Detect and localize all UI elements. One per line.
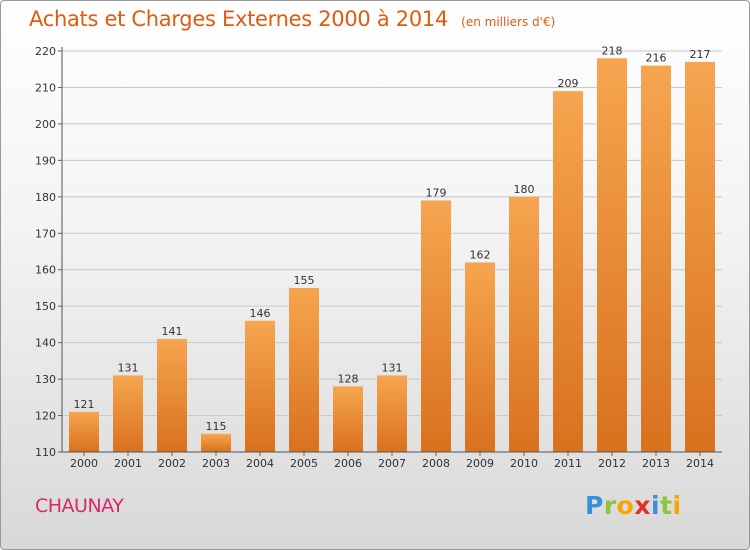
x-tick-label: 2009 [466, 457, 494, 470]
bar [685, 61, 715, 452]
label-layer: 121 131 141 115 146 155 128 131 179 162 180 209 218 2… [74, 44, 711, 432]
x-tick-label: 2002 [158, 457, 186, 470]
x-tick-label: 2013 [642, 457, 670, 470]
value-label: 217 [690, 48, 711, 61]
value-label: 180 [514, 183, 535, 196]
x-tick-label: 2004 [246, 457, 274, 470]
x-tick-label: 2006 [334, 457, 362, 470]
location-name: CHAUNAY [35, 495, 124, 517]
logo-letter: o [616, 491, 635, 520]
axis-layer: 110 120 130 140 150 160 170 180 190 200 210 220 2000… [35, 45, 722, 470]
chart-title: Achats et Charges Externes 2000 à 2014 [29, 7, 449, 31]
x-tick-label: 2012 [598, 457, 626, 470]
bar [245, 320, 275, 452]
y-tick-label: 170 [35, 227, 56, 240]
x-tick-label: 2003 [202, 457, 230, 470]
y-tick-label: 110 [35, 446, 56, 459]
bar [597, 58, 627, 453]
value-label: 216 [646, 52, 667, 65]
bar [641, 65, 671, 452]
bar [113, 375, 143, 452]
x-tick-label: 2010 [510, 457, 538, 470]
value-label: 179 [426, 186, 447, 199]
x-tick-label: 2000 [70, 457, 98, 470]
y-tick-label: 190 [35, 154, 56, 167]
bar [69, 411, 99, 452]
value-label: 115 [206, 420, 227, 433]
y-tick-label: 180 [35, 191, 56, 204]
value-label: 141 [162, 325, 183, 338]
x-tick-label: 2001 [114, 457, 142, 470]
x-tick-label: 2011 [554, 457, 582, 470]
value-label: 218 [602, 44, 623, 57]
bar [553, 91, 583, 452]
logo-letter: x [634, 491, 651, 520]
y-tick-label: 150 [35, 300, 56, 313]
value-label: 131 [118, 361, 139, 374]
bar [465, 262, 495, 452]
bar [377, 375, 407, 452]
y-tick-label: 160 [35, 264, 56, 277]
proxiti-logo: Proxiti [585, 491, 682, 520]
y-tick-label: 210 [35, 81, 56, 94]
bar [157, 338, 187, 452]
value-label: 146 [250, 307, 271, 320]
x-tick-label: 2007 [378, 457, 406, 470]
logo-letter: i [651, 491, 661, 520]
bar [509, 196, 539, 452]
value-label: 128 [338, 372, 359, 385]
bar-layer [69, 58, 715, 453]
y-tick-label: 220 [35, 45, 56, 58]
logo-letter: i [672, 491, 682, 520]
value-label: 155 [294, 274, 315, 287]
logo-letter: t [660, 491, 673, 520]
bar [333, 386, 363, 452]
y-tick-label: 140 [35, 337, 56, 350]
x-tick-label: 2005 [290, 457, 318, 470]
bar [289, 287, 319, 452]
y-tick-label: 120 [35, 410, 56, 423]
y-tick-label: 200 [35, 118, 56, 131]
value-label: 209 [558, 77, 579, 90]
x-tick-label: 2008 [422, 457, 450, 470]
value-label: 162 [470, 248, 491, 261]
x-tick-label: 2014 [686, 457, 714, 470]
value-label: 131 [382, 361, 403, 374]
logo-letter: r [603, 491, 617, 520]
logo-letter: P [585, 491, 604, 520]
bar [201, 433, 231, 452]
title-row: Achats et Charges Externes 2000 à 2014 (… [29, 7, 555, 31]
chart-subtitle: (en milliers d'€) [461, 15, 556, 29]
value-label: 121 [74, 398, 95, 411]
bar [421, 200, 451, 452]
y-tick-label: 130 [35, 373, 56, 386]
